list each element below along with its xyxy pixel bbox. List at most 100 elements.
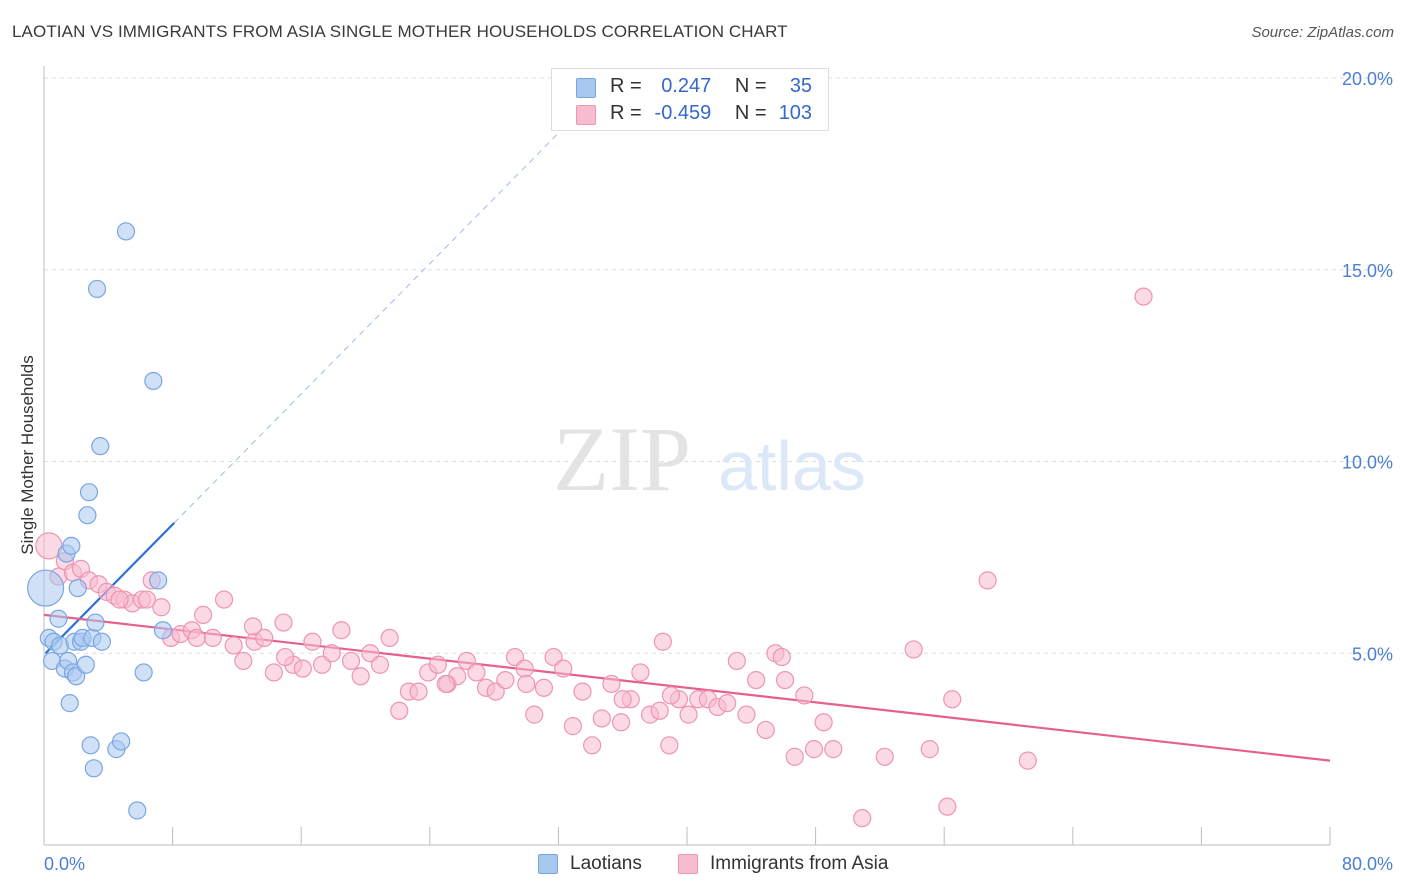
laotian-trend-extension	[173, 108, 583, 524]
r-value: -0.459	[654, 102, 712, 124]
y-tick-label: 5.0%	[1352, 644, 1393, 664]
x-tick-label: 80.0%	[1342, 854, 1393, 874]
asia-point	[515, 659, 534, 678]
laotian-point	[112, 732, 131, 751]
laotian-point	[76, 655, 95, 674]
asia-point	[631, 663, 650, 682]
x-tick-label: 0.0%	[44, 854, 85, 874]
asia-point	[276, 647, 295, 667]
laotian-point	[68, 578, 87, 598]
asia-point	[187, 628, 206, 648]
asia-point	[814, 713, 833, 732]
legend-swatch-asia	[576, 105, 596, 125]
laotian-point	[81, 736, 100, 755]
asia-point	[409, 682, 428, 701]
asia-point	[727, 651, 746, 671]
asia-point	[137, 590, 156, 609]
laotian-point	[128, 801, 147, 820]
correlation-legend: R = 0.247 N = 35 R = -0.459 N = 103	[551, 68, 829, 131]
laotian-point	[149, 571, 168, 590]
asia-point	[978, 571, 997, 590]
asia-point	[203, 628, 222, 648]
asia-point	[904, 640, 923, 659]
laotian-point	[84, 759, 103, 778]
asia-point	[214, 590, 234, 609]
legend-label-laotians: Laotians	[570, 853, 642, 874]
asia-point	[274, 613, 293, 632]
asia-point	[653, 632, 672, 651]
laotian-point	[62, 536, 81, 555]
laotian-point	[78, 506, 97, 525]
asia-point	[563, 717, 582, 736]
asia-point	[234, 651, 253, 671]
asia-point	[194, 605, 213, 625]
asia-point	[322, 644, 341, 663]
asia-point	[243, 617, 263, 636]
asia-point	[525, 705, 544, 724]
asia-point	[660, 736, 679, 755]
laotian-point	[116, 222, 136, 241]
asia-point	[293, 659, 312, 678]
watermark: ZIP atlas	[553, 408, 866, 510]
laotian-point	[87, 279, 107, 299]
y-tick-label: 15.0%	[1342, 261, 1393, 281]
asia-point	[943, 690, 962, 709]
asia-point	[938, 797, 957, 816]
y-tick-label: 10.0%	[1342, 453, 1393, 473]
asia-point	[573, 682, 592, 701]
asia-point	[264, 663, 283, 682]
asia-point	[554, 659, 573, 678]
asia-point	[737, 705, 756, 724]
asia-point	[255, 628, 274, 648]
n-value: 35	[789, 75, 813, 97]
legend-swatch-laotians	[538, 854, 558, 874]
asia-point	[853, 809, 872, 828]
asia-point	[611, 713, 631, 732]
asia-point	[920, 740, 939, 759]
laotian-point	[86, 613, 105, 632]
chart-title: LAOTIAN VS IMMIGRANTS FROM ASIA SINGLE M…	[12, 22, 788, 41]
asia-point	[756, 720, 775, 740]
legend-text-asia: R = -0.459 N = 103	[610, 102, 812, 125]
laotian-point	[92, 632, 111, 651]
asia-point	[775, 670, 795, 690]
laotian-point	[79, 483, 99, 502]
r-label: R =	[610, 75, 642, 97]
n-label: N =	[734, 102, 767, 124]
asia-point	[718, 694, 737, 713]
legend-text-laotians: R = 0.247 N = 35	[610, 75, 812, 98]
asia-point	[602, 674, 621, 694]
asia-point	[152, 598, 171, 617]
asia-point	[747, 670, 766, 690]
n-value: 103	[778, 102, 813, 124]
laotian-point	[144, 371, 163, 391]
asia-point	[650, 701, 669, 720]
legend-swatch-laotians	[576, 78, 596, 98]
asia-point	[795, 686, 814, 705]
asia-point	[592, 709, 611, 728]
r-label: R =	[610, 102, 642, 124]
laotian-point	[134, 663, 153, 682]
asia-point	[1018, 751, 1037, 770]
asia-point	[772, 647, 791, 667]
laotian-point	[91, 437, 110, 456]
asia-point	[467, 663, 486, 682]
asia-point	[679, 705, 698, 724]
asia-point	[824, 740, 843, 759]
legend-swatch-asia	[678, 854, 698, 874]
grid-lines	[44, 77, 1392, 654]
laotian-point	[27, 569, 65, 607]
asia-point	[351, 667, 370, 686]
laotian-point	[153, 621, 173, 640]
watermark-atlas: atlas	[718, 427, 866, 505]
source-label: Source: ZipAtlas.com	[1251, 24, 1394, 41]
asia-point	[875, 747, 894, 766]
asia-point	[341, 651, 361, 671]
n-label: N =	[734, 75, 767, 97]
asia-point	[1134, 287, 1153, 306]
asia-point	[517, 674, 536, 694]
asia-point	[332, 621, 351, 640]
asia-point	[224, 636, 243, 655]
asia-point	[370, 655, 390, 674]
